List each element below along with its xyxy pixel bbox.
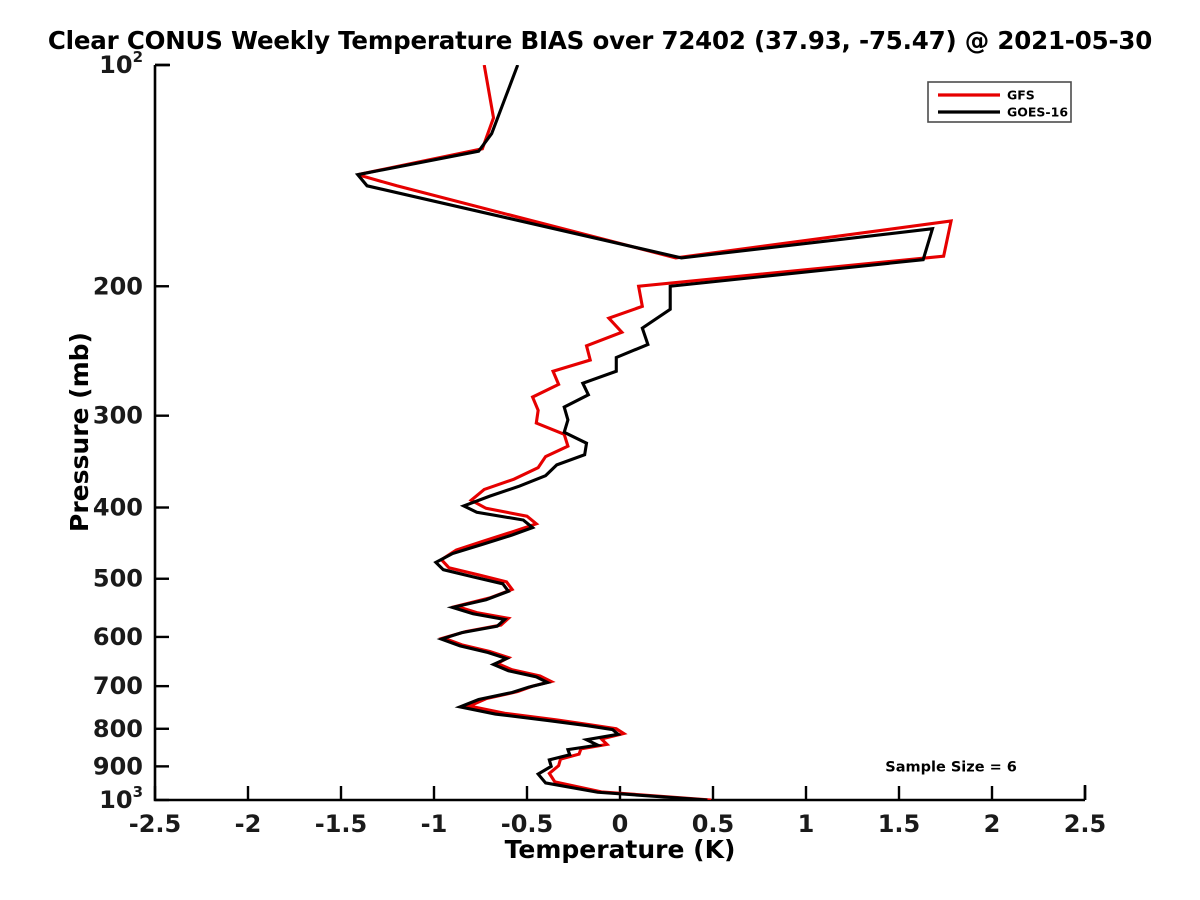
- tick-marks-group: [153, 63, 1087, 802]
- x-tick-label: -2: [235, 810, 262, 838]
- x-tick-label: -2.5: [129, 810, 181, 838]
- legend-label-goes-16: GOES-16: [1007, 105, 1068, 120]
- x-tick-label: 2.5: [1064, 810, 1107, 838]
- y-tick-label: 400: [93, 494, 143, 522]
- x-axis-label: Temperature (K): [505, 835, 736, 864]
- legend: GFS GOES-16: [927, 81, 1072, 123]
- series-line-goes-16: [354, 65, 935, 800]
- y-tick-label: 900: [93, 752, 143, 780]
- y-tick-label: 102: [99, 48, 143, 79]
- plot-axes-frame: [153, 65, 1085, 802]
- x-tick-labels-group: -2.5 -2 -1.5 -1 -0.5 0 0.5 1 1.5 2 2.5: [129, 810, 1107, 838]
- y-axis-label: Pressure (mb): [65, 332, 94, 532]
- y-tick-label: 300: [93, 402, 143, 430]
- x-tick-label: 0: [612, 810, 629, 838]
- x-tick-label: -0.5: [501, 810, 553, 838]
- y-tick-label: 800: [93, 715, 143, 743]
- x-tick-label: 2: [984, 810, 1001, 838]
- annotations-group: Sample Size = 6: [885, 760, 1017, 776]
- y-tick-label: 600: [93, 623, 143, 651]
- y-tick-labels-group: 102 200 300 400 500 600 700 800 900 103: [93, 48, 143, 814]
- y-tick-label: 103: [99, 783, 143, 814]
- x-tick-label: -1: [421, 810, 448, 838]
- y-tick-label: 200: [93, 272, 143, 300]
- series-line-gfs: [357, 65, 954, 800]
- legend-label-gfs: GFS: [1007, 88, 1035, 103]
- y-tick-label: 700: [93, 672, 143, 700]
- x-tick-label: -1.5: [315, 810, 367, 838]
- x-tick-label: 1: [798, 810, 815, 838]
- sample-size-annotation: Sample Size = 6: [885, 760, 1017, 776]
- data-series-group: [354, 65, 954, 800]
- x-tick-label: 0.5: [692, 810, 735, 838]
- y-tick-label: 500: [93, 565, 143, 593]
- legend-background: [927, 81, 1072, 123]
- x-tick-label: 1.5: [878, 810, 921, 838]
- page-title: Clear CONUS Weekly Temperature BIAS over…: [47, 26, 1153, 55]
